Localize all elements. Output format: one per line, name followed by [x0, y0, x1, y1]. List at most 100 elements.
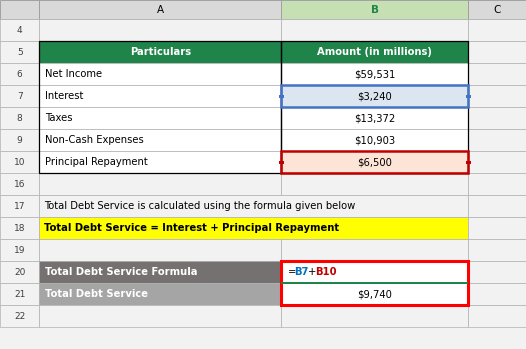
Bar: [39, 129, 281, 151]
Text: Total Debt Service is calculated using the formula given below: Total Debt Service is calculated using t…: [44, 201, 355, 211]
Bar: [279, 95, 284, 98]
Text: $59,531: $59,531: [354, 69, 396, 79]
Bar: [0, 217, 39, 239]
Bar: [39, 41, 281, 173]
Text: $3,240: $3,240: [357, 91, 392, 101]
Bar: [281, 239, 468, 261]
Bar: [0, 195, 39, 217]
Text: 21: 21: [14, 290, 25, 298]
Bar: [281, 283, 468, 305]
Text: Non-Cash Expenses: Non-Cash Expenses: [45, 135, 144, 145]
Text: +: +: [308, 267, 317, 277]
Bar: [281, 63, 468, 85]
Bar: [281, 151, 468, 173]
Text: Total Debt Service = Interest + Principal Repayment: Total Debt Service = Interest + Principa…: [44, 223, 339, 233]
Bar: [39, 85, 281, 107]
Bar: [0, 305, 39, 327]
Text: 9: 9: [17, 136, 23, 144]
Bar: [281, 85, 468, 107]
Text: $9,740: $9,740: [357, 289, 392, 299]
Text: 7: 7: [17, 92, 23, 101]
Text: 16: 16: [14, 180, 25, 188]
Text: 22: 22: [14, 312, 25, 320]
Bar: [39, 19, 281, 41]
Text: $10,903: $10,903: [354, 135, 396, 145]
Text: A: A: [157, 5, 164, 15]
Bar: [468, 107, 526, 129]
Text: B7: B7: [295, 267, 309, 277]
Bar: [39, 261, 281, 283]
Text: Total Debt Service Formula: Total Debt Service Formula: [45, 267, 197, 277]
Text: 20: 20: [14, 268, 25, 276]
Bar: [0, 129, 39, 151]
Bar: [468, 129, 526, 151]
Bar: [281, 107, 468, 129]
Bar: [281, 19, 468, 41]
Bar: [39, 217, 468, 239]
Bar: [281, 261, 468, 283]
Bar: [0, 107, 39, 129]
Text: Principal Repayment: Principal Repayment: [45, 157, 147, 167]
Text: =: =: [288, 267, 296, 277]
Bar: [468, 85, 526, 107]
Text: B10: B10: [315, 267, 337, 277]
Text: Amount (in millions): Amount (in millions): [317, 47, 432, 57]
Bar: [468, 41, 526, 63]
Bar: [39, 195, 468, 217]
Bar: [39, 239, 281, 261]
Bar: [468, 283, 526, 305]
Bar: [281, 41, 468, 173]
Bar: [39, 0, 281, 19]
Text: 17: 17: [14, 202, 25, 210]
Bar: [468, 195, 526, 217]
Text: 19: 19: [14, 246, 25, 254]
Text: Taxes: Taxes: [45, 113, 72, 123]
Bar: [281, 282, 468, 284]
Text: Total Debt Service: Total Debt Service: [45, 289, 148, 299]
Bar: [39, 63, 281, 85]
Bar: [39, 283, 281, 305]
Bar: [468, 217, 526, 239]
Text: $13,372: $13,372: [354, 113, 396, 123]
Bar: [281, 129, 468, 151]
Bar: [39, 41, 281, 63]
Bar: [0, 239, 39, 261]
Bar: [0, 0, 39, 19]
Bar: [0, 63, 39, 85]
Text: Interest: Interest: [45, 91, 83, 101]
Text: Net Income: Net Income: [45, 69, 102, 79]
Bar: [281, 261, 468, 305]
Text: 6: 6: [17, 70, 23, 79]
Bar: [468, 261, 526, 283]
Bar: [39, 173, 281, 195]
Text: Particulars: Particulars: [130, 47, 191, 57]
Text: 10: 10: [14, 158, 25, 166]
Bar: [281, 173, 468, 195]
Bar: [468, 63, 526, 85]
Bar: [0, 283, 39, 305]
Bar: [468, 19, 526, 41]
Bar: [466, 95, 470, 98]
Bar: [281, 151, 468, 173]
Bar: [0, 261, 39, 283]
Bar: [279, 161, 284, 164]
Bar: [0, 19, 39, 41]
Bar: [468, 151, 526, 173]
Bar: [39, 151, 281, 173]
Text: 8: 8: [17, 114, 23, 122]
Bar: [39, 107, 281, 129]
Text: B: B: [371, 5, 379, 15]
Bar: [281, 0, 468, 19]
Bar: [466, 161, 470, 164]
Text: 18: 18: [14, 224, 25, 232]
Text: 4: 4: [17, 26, 23, 35]
Bar: [281, 41, 468, 63]
Bar: [0, 85, 39, 107]
Bar: [468, 239, 526, 261]
Bar: [0, 173, 39, 195]
Text: 5: 5: [17, 48, 23, 57]
Bar: [281, 305, 468, 327]
Bar: [468, 0, 526, 19]
Bar: [0, 41, 39, 63]
Bar: [39, 305, 281, 327]
